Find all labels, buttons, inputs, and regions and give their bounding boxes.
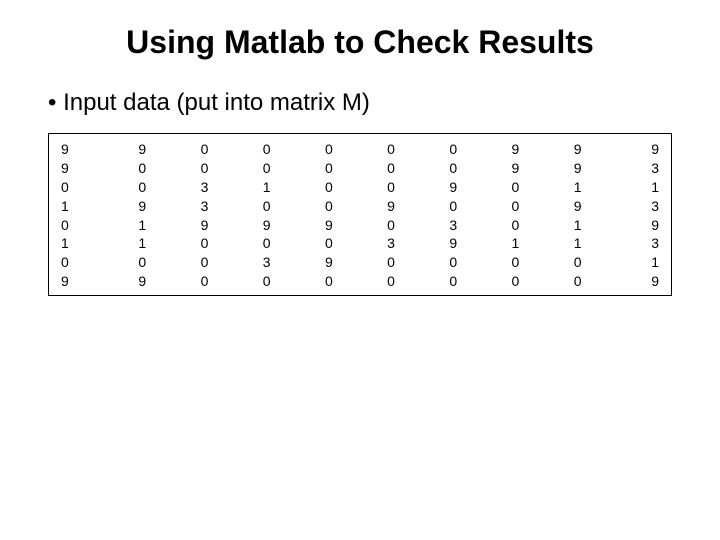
table-cell: 9 xyxy=(298,253,360,272)
table-cell: 1 xyxy=(609,178,671,197)
table-cell: 9 xyxy=(484,140,546,159)
table-cell: 0 xyxy=(298,140,360,159)
table-cell: 9 xyxy=(484,159,546,178)
table-cell: 0 xyxy=(111,253,173,272)
table-row: 0003900001 xyxy=(49,253,671,272)
table-cell: 3 xyxy=(173,178,235,197)
table-cell: 0 xyxy=(422,140,484,159)
table-cell: 0 xyxy=(298,272,360,291)
bullet-input-data: Input data (put into matrix M) xyxy=(48,89,680,117)
table-cell: 9 xyxy=(422,234,484,253)
table-cell: 0 xyxy=(360,140,422,159)
table-cell: 9 xyxy=(111,140,173,159)
table-cell: 9 xyxy=(111,197,173,216)
table-cell: 0 xyxy=(236,234,298,253)
table-cell: 0 xyxy=(173,159,235,178)
table-cell: 0 xyxy=(360,272,422,291)
table-cell: 0 xyxy=(360,216,422,235)
table-cell: 0 xyxy=(111,159,173,178)
table-cell: 0 xyxy=(298,234,360,253)
table-cell: 0 xyxy=(360,159,422,178)
table-cell: 9 xyxy=(609,216,671,235)
table-cell: 1 xyxy=(484,234,546,253)
table-cell: 0 xyxy=(49,178,111,197)
table-row: 9900000999 xyxy=(49,140,671,159)
table-cell: 0 xyxy=(422,159,484,178)
table-cell: 9 xyxy=(49,159,111,178)
table-cell: 9 xyxy=(422,178,484,197)
table-cell: 1 xyxy=(547,234,609,253)
table-cell: 0 xyxy=(111,178,173,197)
table-cell: 0 xyxy=(360,178,422,197)
table-cell: 0 xyxy=(49,253,111,272)
table-row: 1100039113 xyxy=(49,234,671,253)
table-cell: 0 xyxy=(547,272,609,291)
page-title: Using Matlab to Check Results xyxy=(40,24,680,61)
table-cell: 9 xyxy=(236,216,298,235)
table-cell: 0 xyxy=(484,197,546,216)
table-cell: 3 xyxy=(173,197,235,216)
table-cell: 9 xyxy=(609,140,671,159)
table-cell: 1 xyxy=(111,216,173,235)
table-cell: 1 xyxy=(49,197,111,216)
table-cell: 0 xyxy=(173,253,235,272)
table-cell: 1 xyxy=(49,234,111,253)
table-cell: 0 xyxy=(236,159,298,178)
table-cell: 9 xyxy=(49,140,111,159)
table-cell: 9 xyxy=(547,197,609,216)
table-cell: 0 xyxy=(484,253,546,272)
table-cell: 9 xyxy=(547,159,609,178)
table-cell: 0 xyxy=(236,272,298,291)
table-cell: 0 xyxy=(360,253,422,272)
table-cell: 0 xyxy=(173,234,235,253)
table-cell: 0 xyxy=(422,197,484,216)
table-cell: 0 xyxy=(484,178,546,197)
table-row: 0031009011 xyxy=(49,178,671,197)
table-cell: 3 xyxy=(609,234,671,253)
table-cell: 0 xyxy=(236,140,298,159)
matrix-table: 9900000999900000099300310090111930090093… xyxy=(49,140,671,291)
table-cell: 9 xyxy=(173,216,235,235)
table-cell: 3 xyxy=(609,197,671,216)
table-cell: 0 xyxy=(547,253,609,272)
table-cell: 1 xyxy=(609,253,671,272)
table-cell: 0 xyxy=(422,253,484,272)
table-cell: 3 xyxy=(609,159,671,178)
table-cell: 0 xyxy=(298,197,360,216)
table-cell: 0 xyxy=(173,272,235,291)
table-cell: 9 xyxy=(547,140,609,159)
table-cell: 0 xyxy=(484,216,546,235)
table-cell: 9 xyxy=(49,272,111,291)
table-cell: 0 xyxy=(236,197,298,216)
table-row: 0199903019 xyxy=(49,216,671,235)
table-cell: 0 xyxy=(298,159,360,178)
table-cell: 1 xyxy=(547,178,609,197)
table-cell: 3 xyxy=(422,216,484,235)
table-cell: 0 xyxy=(298,178,360,197)
table-cell: 0 xyxy=(422,272,484,291)
table-cell: 0 xyxy=(484,272,546,291)
table-cell: 3 xyxy=(360,234,422,253)
matrix-container: 9900000999900000099300310090111930090093… xyxy=(48,133,672,296)
table-cell: 3 xyxy=(236,253,298,272)
table-cell: 9 xyxy=(111,272,173,291)
table-cell: 0 xyxy=(173,140,235,159)
table-cell: 1 xyxy=(547,216,609,235)
table-row: 9900000009 xyxy=(49,272,671,291)
table-row: 1930090093 xyxy=(49,197,671,216)
table-cell: 9 xyxy=(360,197,422,216)
table-cell: 9 xyxy=(609,272,671,291)
table-cell: 1 xyxy=(236,178,298,197)
table-cell: 1 xyxy=(111,234,173,253)
table-cell: 9 xyxy=(298,216,360,235)
table-row: 9000000993 xyxy=(49,159,671,178)
table-cell: 0 xyxy=(49,216,111,235)
